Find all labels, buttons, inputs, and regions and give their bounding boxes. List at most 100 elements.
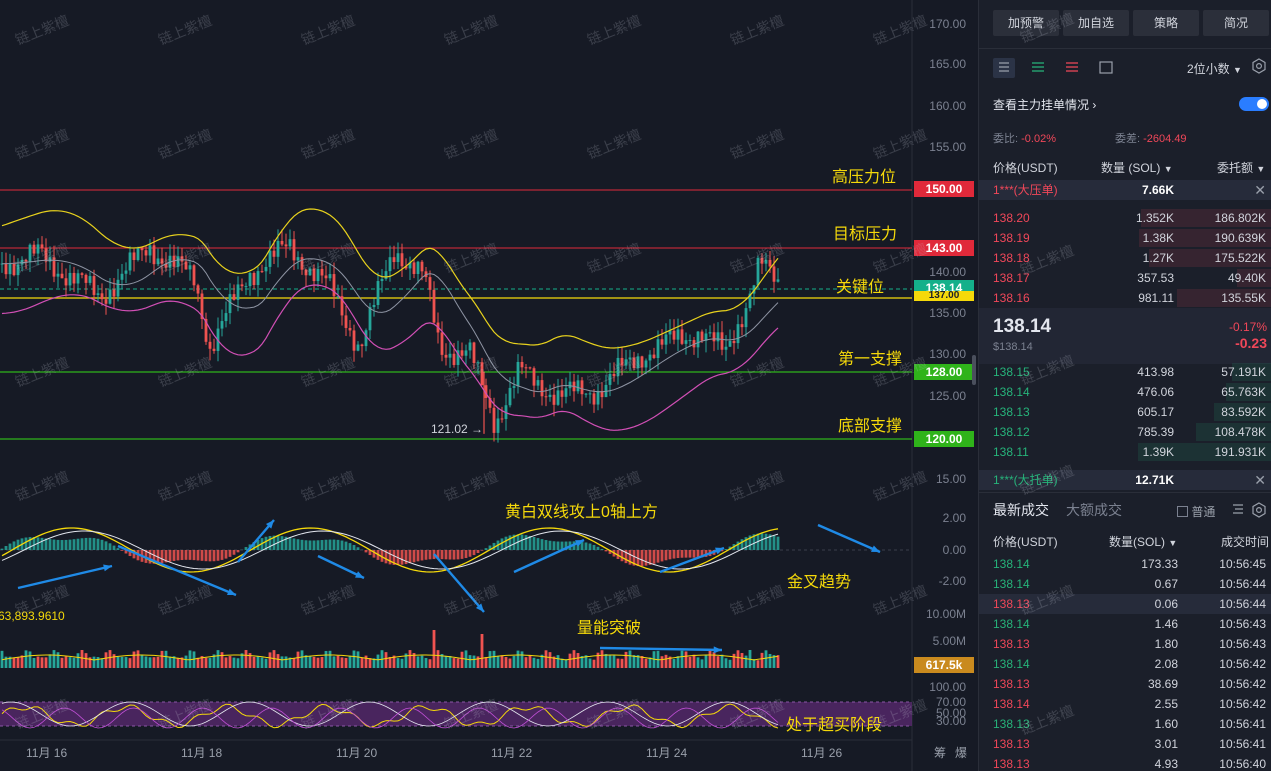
- normal-checkbox[interactable]: 普通: [1177, 503, 1215, 520]
- candle-body: [200, 293, 204, 319]
- candle-body: [764, 259, 768, 264]
- decimal-select[interactable]: 2位小数 ▼: [1187, 60, 1242, 77]
- price-axis-label: 135.00: [929, 306, 966, 320]
- trade-row[interactable]: 138.13 3.01 10:56:41: [979, 734, 1271, 754]
- candle-body: [4, 263, 8, 275]
- ask-row[interactable]: 138.17 357.53 49.40K: [979, 268, 1271, 288]
- ask-row[interactable]: 138.16 981.11 135.55K: [979, 288, 1271, 308]
- trade-row[interactable]: 138.13 1.60 10:56:41: [979, 714, 1271, 734]
- candle-body: [480, 362, 484, 386]
- tab-latest-trades[interactable]: 最新成交: [993, 502, 1049, 518]
- trade-time: 10:56:41: [1219, 717, 1266, 731]
- bid-row[interactable]: 138.11 1.39K 191.931K: [979, 442, 1271, 462]
- settings-icon[interactable]: [1251, 58, 1267, 74]
- macd-bar: [632, 550, 636, 566]
- filter-icon[interactable]: [1231, 502, 1245, 516]
- macd-bar: [364, 550, 368, 553]
- bid-ask-diff: 委差: -2604.49: [1115, 133, 1187, 145]
- candle-body: [664, 334, 668, 345]
- candle-body: [28, 244, 32, 262]
- main-order-link[interactable]: 查看主力挂单情况 ›: [993, 96, 1096, 113]
- book-view-trades-icon[interactable]: [1095, 58, 1117, 78]
- bid-row[interactable]: 138.13 605.17 83.592K: [979, 402, 1271, 422]
- macd-bar: [452, 550, 456, 560]
- volume-bar: [508, 658, 512, 668]
- main-order-toggle[interactable]: [1239, 97, 1269, 111]
- trade-qty: 4.93: [1154, 757, 1178, 771]
- macd-bar: [436, 550, 440, 560]
- candle-body: [552, 394, 556, 405]
- tab-large-trades[interactable]: 大额成交: [1066, 502, 1122, 518]
- strategy-button[interactable]: 策略: [1133, 10, 1199, 36]
- volume-bar: [672, 659, 676, 668]
- price-axis-label: 160.00: [929, 99, 966, 113]
- candle-body: [556, 390, 560, 405]
- pane-resize-handle[interactable]: [972, 355, 976, 385]
- trade-row[interactable]: 138.14 173.33 10:56:45: [979, 554, 1271, 574]
- add-alert-button[interactable]: 加预警: [993, 10, 1059, 36]
- trade-row[interactable]: 138.14 2.55 10:56:42: [979, 694, 1271, 714]
- volume-bar: [624, 651, 628, 668]
- book-view-bids-icon[interactable]: [1027, 58, 1049, 78]
- trade-row[interactable]: 138.14 0.67 10:56:44: [979, 574, 1271, 594]
- macd-bar: [428, 550, 432, 560]
- trade-price: 138.13: [993, 637, 1030, 651]
- candle-body: [48, 257, 52, 262]
- trade-row[interactable]: 138.13 1.80 10:56:43: [979, 634, 1271, 654]
- book-price: 138.16: [993, 291, 1030, 305]
- volume-bar: [576, 653, 580, 668]
- close-icon[interactable]: ✕: [1254, 182, 1266, 198]
- close-icon[interactable]: ✕: [1254, 472, 1266, 488]
- ask-row[interactable]: 138.20 1.352K 186.802K: [979, 208, 1271, 228]
- candle-body: [720, 332, 724, 350]
- trade-row[interactable]: 138.13 4.93 10:56:40: [979, 754, 1271, 771]
- book-header-amount[interactable]: 委托额 ▼: [1217, 161, 1266, 175]
- candle-body: [560, 390, 564, 397]
- candlestick-chart[interactable]: 170.00 165.00 160.00 155.00 140.00 135.00 130.…: [0, 0, 976, 771]
- add-watchlist-button[interactable]: 加自选: [1063, 10, 1129, 36]
- candle-body: [640, 356, 644, 368]
- volume-bar: [636, 655, 640, 668]
- bid-row[interactable]: 138.12 785.39 108.478K: [979, 422, 1271, 442]
- arrow-head: [355, 571, 364, 578]
- big-bid-row[interactable]: 1***(大托单) 12.71K ✕: [979, 470, 1271, 490]
- volume-bar: [84, 653, 88, 668]
- macd-bar: [560, 541, 564, 550]
- chart-canvas[interactable]: [0, 0, 976, 771]
- trade-header-qty[interactable]: 数量(SOL) ▼: [1109, 535, 1178, 549]
- volume-bar: [664, 654, 668, 668]
- macd-bar: [76, 538, 80, 550]
- axis-right-chip-0[interactable]: 筹: [934, 746, 947, 760]
- book-qty: 1.38K: [1142, 231, 1174, 245]
- book-view-asks-icon[interactable]: [1061, 58, 1083, 78]
- book-header-qty[interactable]: 数量 (SOL) ▼: [1101, 161, 1173, 175]
- volume-bar: [132, 651, 136, 668]
- ask-row[interactable]: 138.18 1.27K 175.522K: [979, 248, 1271, 268]
- trade-row[interactable]: 138.14 1.46 10:56:43: [979, 614, 1271, 634]
- bid-row[interactable]: 138.15 413.98 57.191K: [979, 362, 1271, 382]
- trade-row[interactable]: 138.13 38.69 10:56:42: [979, 674, 1271, 694]
- overview-button[interactable]: 简况: [1203, 10, 1269, 36]
- big-bid-label: 1***(大托单): [993, 473, 1058, 487]
- macd-bar: [320, 540, 324, 550]
- book-view-both-icon[interactable]: [993, 58, 1015, 78]
- rsi-line-3: [1, 707, 779, 729]
- ask-row[interactable]: 138.19 1.38K 190.639K: [979, 228, 1271, 248]
- arrow-shaft: [659, 546, 725, 574]
- macd-bar: [532, 536, 536, 550]
- book-qty: 605.17: [1137, 405, 1174, 419]
- level-tag-120-00: 120.00: [914, 431, 974, 447]
- axis-right-chip-1[interactable]: 爆: [955, 746, 968, 760]
- arrow-shaft: [599, 646, 723, 652]
- macd-bar: [224, 550, 228, 559]
- settings-icon[interactable]: [1251, 502, 1267, 518]
- macd-bar: [752, 534, 756, 550]
- volume-bar: [700, 659, 704, 668]
- trade-row[interactable]: 138.13 0.06 10:56:44: [979, 594, 1271, 614]
- trade-row[interactable]: 138.14 2.08 10:56:42: [979, 654, 1271, 674]
- macd-bar: [736, 541, 740, 550]
- macd-bar: [444, 550, 448, 560]
- bid-row[interactable]: 138.14 476.06 65.763K: [979, 382, 1271, 402]
- macd-bar: [328, 539, 332, 550]
- big-ask-row[interactable]: 1***(大压单) 7.66K ✕: [979, 180, 1271, 200]
